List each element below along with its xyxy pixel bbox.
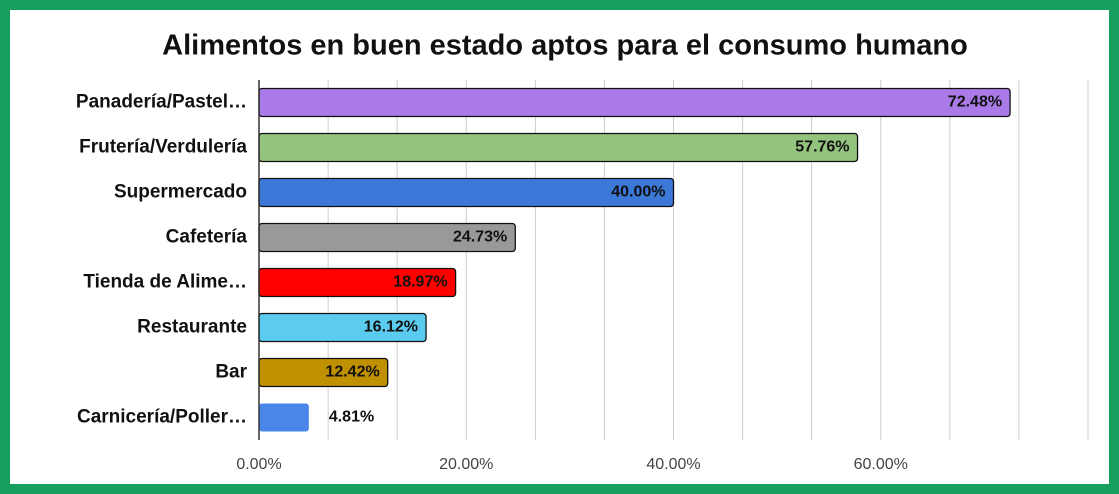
data-label: 40.00% [611,184,665,201]
y-tick-label: Panadería/Pastel… [76,92,247,113]
chart-title: Alimentos en buen estado aptos para el c… [162,30,968,62]
data-label: 16.12% [364,319,418,336]
data-label: 18.97% [393,274,447,291]
bar [258,132,859,163]
x-tick-label: 60.00% [854,456,908,473]
x-tick-label: 20.00% [439,456,493,473]
data-label: 57.76% [795,139,849,156]
y-tick-label: Frutería/Verdulería [79,137,247,158]
data-label: 72.48% [948,94,1002,111]
bar [258,87,1011,118]
x-tick-label: 40.00% [646,456,700,473]
y-tick-label: Carnicería/Poller… [77,407,247,428]
y-tick-label: Supermercado [114,182,247,203]
y-tick-label: Cafetería [166,227,248,248]
chart: Alimentos en buen estado aptos para el c… [76,30,1089,473]
data-label: 24.73% [453,229,507,246]
y-tick-label: Bar [215,362,247,383]
data-label: 12.42% [325,364,379,381]
y-tick-label: Tienda de Alime… [83,272,247,293]
x-tick-label: 0.00% [236,456,281,473]
bar [259,403,309,432]
y-tick-label: Restaurante [137,317,247,338]
data-label: 4.81% [329,409,374,426]
